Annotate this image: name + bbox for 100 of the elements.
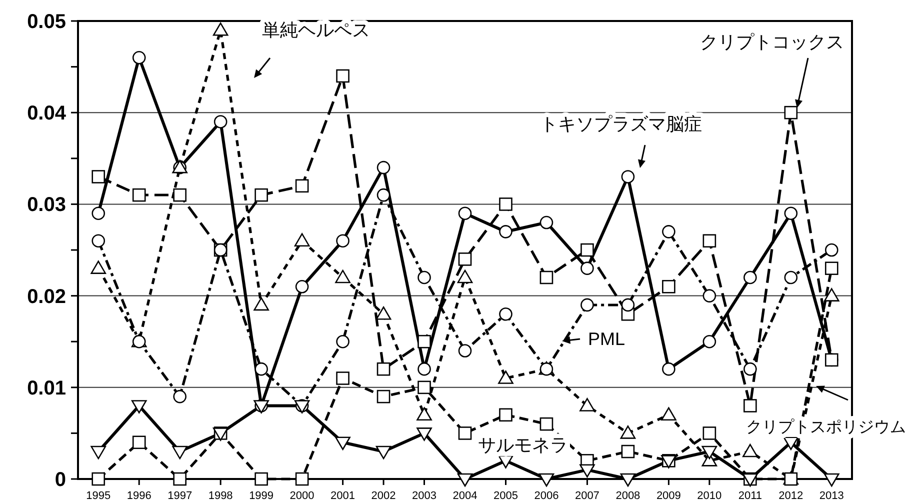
point [784, 106, 798, 120]
x-tick-label: 2003 [412, 490, 437, 502]
point [702, 446, 718, 460]
x-tick-label: 2007 [574, 490, 600, 502]
x-tick-label: 2010 [697, 490, 722, 502]
point [580, 464, 595, 478]
point [744, 270, 757, 284]
point [254, 297, 269, 311]
x-tick-label: 2012 [778, 490, 804, 502]
point [92, 170, 106, 184]
point [662, 280, 676, 294]
annotation: クリプトスポリジウム [746, 418, 906, 436]
point [499, 198, 512, 211]
point [418, 270, 431, 284]
x-tick-label: 2008 [616, 490, 640, 502]
annotation: トキソプラズマ脳症 [540, 114, 702, 134]
point [702, 289, 716, 302]
point [784, 270, 798, 284]
point [538, 473, 554, 487]
point [662, 225, 676, 238]
point [457, 270, 473, 284]
point [702, 234, 716, 248]
point [336, 69, 350, 83]
point [540, 270, 554, 284]
point [580, 262, 594, 275]
y-tick-label: 0.05 [27, 11, 66, 33]
point [376, 306, 392, 320]
point [376, 362, 390, 376]
x-tick-label: 2011 [738, 490, 762, 502]
point [784, 206, 798, 220]
x-tick-label: 2001 [330, 490, 356, 502]
point [90, 446, 106, 460]
point [540, 417, 554, 431]
x-tick-label: 1998 [208, 490, 233, 502]
point [458, 252, 472, 266]
point [294, 233, 310, 246]
point [702, 426, 716, 440]
point [173, 472, 186, 486]
point [132, 50, 146, 64]
point [92, 234, 106, 248]
x-tick-label: 1996 [126, 490, 152, 502]
point [498, 370, 514, 384]
point [824, 473, 840, 487]
point [336, 372, 350, 385]
point [254, 362, 268, 376]
point [824, 353, 838, 367]
point [742, 444, 758, 458]
y-tick-label: 0.03 [27, 194, 66, 216]
point [499, 408, 512, 422]
x-tick-label: 2002 [371, 490, 396, 502]
point [458, 344, 472, 358]
point [295, 179, 309, 193]
point [335, 436, 350, 450]
point [499, 225, 512, 238]
point [580, 243, 594, 257]
x-tick-label: 2004 [452, 490, 478, 502]
point [662, 362, 676, 376]
annotation: 単純ヘルペス [262, 20, 370, 40]
point [214, 115, 228, 128]
point [621, 444, 635, 458]
point [172, 446, 188, 460]
point [458, 206, 472, 220]
point [376, 160, 390, 174]
y-tick-label: 0.02 [27, 286, 66, 308]
y-tick-label: 0.01 [27, 377, 66, 400]
x-tick-label: 2005 [493, 490, 518, 502]
point [824, 288, 840, 302]
point [173, 188, 186, 202]
point [90, 260, 106, 274]
point [376, 188, 390, 202]
point [418, 362, 431, 376]
point [131, 400, 147, 414]
x-tick-label: 2000 [290, 490, 314, 502]
x-tick-label: 1997 [168, 490, 192, 502]
point [580, 398, 595, 412]
x-tick-label: 2009 [656, 490, 681, 502]
point [335, 270, 350, 284]
point [254, 472, 268, 486]
point [336, 334, 350, 348]
point [744, 362, 757, 376]
annotation: クリプトコックス [700, 32, 844, 52]
point [824, 262, 838, 275]
x-tick-label: 2013 [819, 490, 844, 502]
point [376, 446, 392, 460]
point [784, 472, 798, 486]
point [295, 280, 309, 294]
point [621, 298, 635, 312]
point [702, 334, 716, 348]
point [92, 472, 106, 486]
point [336, 234, 350, 248]
point [254, 188, 268, 202]
point [173, 390, 186, 404]
point [376, 390, 390, 404]
point [212, 22, 228, 36]
point [457, 473, 473, 487]
point [540, 216, 554, 230]
x-tick-label: 1999 [249, 490, 274, 502]
point [661, 407, 676, 421]
y-tick-label: 0 [54, 469, 66, 491]
point [458, 426, 472, 440]
